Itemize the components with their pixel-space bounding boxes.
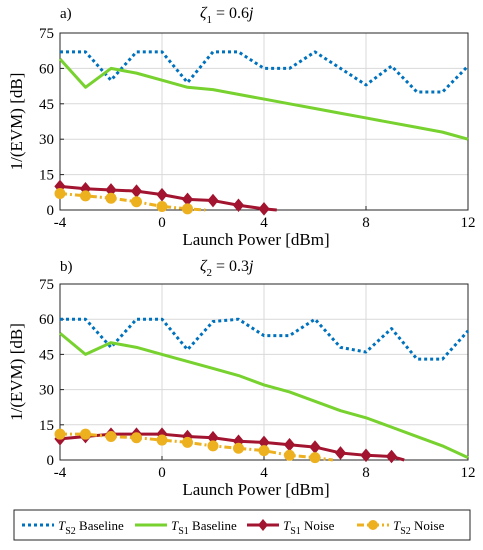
legend-marker-s2_noise xyxy=(368,520,378,530)
data-point-s2_noise xyxy=(54,187,66,199)
data-point-s1_noise xyxy=(232,198,245,213)
data-point-s1_noise xyxy=(385,449,398,464)
y-tick-label: 0 xyxy=(47,203,55,219)
data-point-s2_noise xyxy=(54,428,66,440)
data-point-s2_noise xyxy=(80,428,91,440)
x-tick-label: 12 xyxy=(461,215,476,231)
data-point-s1_noise xyxy=(283,437,296,452)
legend-label-s2_noise: TS2 Noise xyxy=(393,518,445,537)
panel-title: ζ1 = 0.6j xyxy=(200,5,254,26)
series-line-s2_baseline xyxy=(60,317,470,361)
x-tick-label: 8 xyxy=(362,215,370,231)
data-point-s1_noise xyxy=(207,193,219,208)
y-tick-label: 30 xyxy=(39,132,54,148)
panel-label: b) xyxy=(60,259,73,275)
legend-box xyxy=(13,509,471,541)
x-tick-label: 12 xyxy=(461,465,476,481)
data-point-s2_noise xyxy=(309,452,321,464)
series-line-s1_baseline xyxy=(58,57,469,141)
data-point-s1_noise xyxy=(360,448,372,463)
panel-label: a) xyxy=(60,6,72,22)
y-tick-label: 45 xyxy=(39,97,54,113)
data-point-s2_noise xyxy=(105,431,117,443)
x-tick-label: 4 xyxy=(260,465,268,481)
data-point-s1_noise xyxy=(309,440,321,454)
data-point-s1_noise xyxy=(156,187,168,202)
y-tick-label: 0 xyxy=(47,453,55,469)
y-tick-label: 15 xyxy=(39,418,54,434)
legend-label-s1_baseline: TS1 Baseline xyxy=(171,518,237,537)
x-tick-label: 0 xyxy=(158,465,166,481)
data-point-s2_noise xyxy=(258,445,270,457)
legend-label-s2_baseline: TS2 Baseline xyxy=(58,518,124,537)
data-point-s2_noise xyxy=(80,190,91,202)
series-line-s1_baseline xyxy=(59,332,469,460)
x-tick-label: -4 xyxy=(54,465,67,481)
data-point-s2_noise xyxy=(131,432,142,444)
y-axis-label: 1/(EVM) [dB] xyxy=(7,73,26,171)
y-tick-label: 75 xyxy=(39,277,54,293)
data-point-s2_noise xyxy=(156,200,168,212)
data-point-s1_noise xyxy=(258,202,270,216)
data-point-s2_noise xyxy=(131,196,142,208)
x-tick-label: 0 xyxy=(158,215,166,231)
data-point-s2_noise xyxy=(182,436,193,448)
data-point-s2_noise xyxy=(156,434,168,446)
data-point-s1_noise xyxy=(334,446,347,460)
data-point-s2_noise xyxy=(207,440,219,452)
y-tick-label: 60 xyxy=(39,312,54,328)
data-point-s2_noise xyxy=(233,442,244,454)
y-tick-label: 15 xyxy=(39,168,54,184)
data-point-s2_noise xyxy=(182,203,193,215)
data-point-s1_noise xyxy=(130,184,143,198)
x-tick-label: 4 xyxy=(260,215,268,231)
x-axis-label: Launch Power [dBm] xyxy=(182,480,329,499)
y-tick-label: 30 xyxy=(39,383,54,399)
data-point-s2_noise xyxy=(105,192,117,204)
y-tick-label: 60 xyxy=(39,61,54,77)
x-tick-label: -4 xyxy=(54,215,67,231)
legend: TS2 Baseline TS1 Baseline TS1 Noise TS2 Noi… xyxy=(13,509,471,541)
y-axis-label: 1/(EVM) [dB] xyxy=(7,323,26,421)
x-tick-label: 8 xyxy=(362,465,370,481)
legend-marker-s1_noise xyxy=(258,519,268,531)
x-axis-label: Launch Power [dBm] xyxy=(182,230,329,249)
y-tick-label: 75 xyxy=(39,26,54,42)
data-point-s2_noise xyxy=(284,449,295,461)
y-tick-label: 45 xyxy=(39,347,54,363)
legend-label-s1_noise: TS1 Noise xyxy=(283,518,335,537)
panel-title: ζ2 = 0.3j xyxy=(200,258,254,279)
series-line-s1_noise xyxy=(59,184,277,212)
